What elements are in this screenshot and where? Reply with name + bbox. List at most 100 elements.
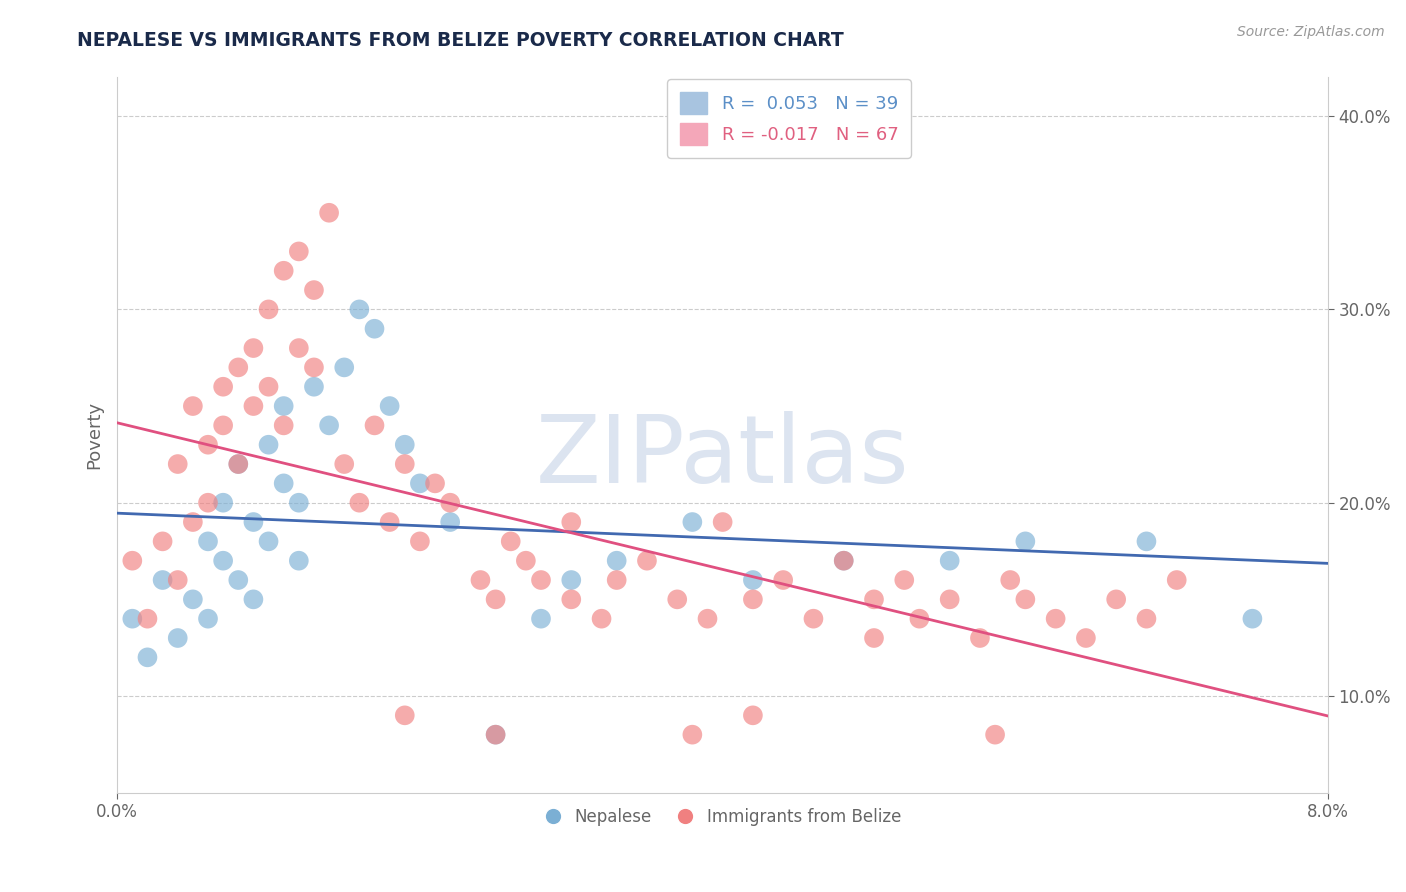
Point <box>984 728 1007 742</box>
Point <box>560 573 582 587</box>
Point <box>302 360 325 375</box>
Point <box>302 380 325 394</box>
Point <box>439 515 461 529</box>
Point <box>560 592 582 607</box>
Point <box>893 573 915 587</box>
Point <box>273 418 295 433</box>
Point <box>1166 573 1188 587</box>
Point <box>484 728 506 742</box>
Point <box>349 302 371 317</box>
Point <box>484 592 506 607</box>
Text: NEPALESE VS IMMIGRANTS FROM BELIZE POVERTY CORRELATION CHART: NEPALESE VS IMMIGRANTS FROM BELIZE POVER… <box>77 31 844 50</box>
Point <box>257 438 280 452</box>
Point <box>166 573 188 587</box>
Point <box>288 341 311 355</box>
Point <box>242 341 264 355</box>
Point <box>1135 534 1157 549</box>
Point <box>681 728 703 742</box>
Point <box>863 592 886 607</box>
Point <box>394 708 416 723</box>
Point <box>394 457 416 471</box>
Point <box>908 612 931 626</box>
Point <box>741 708 763 723</box>
Text: Source: ZipAtlas.com: Source: ZipAtlas.com <box>1237 25 1385 39</box>
Point <box>166 631 188 645</box>
Point <box>863 631 886 645</box>
Text: ZIPatlas: ZIPatlas <box>536 410 910 502</box>
Point <box>1000 573 1022 587</box>
Point <box>938 554 960 568</box>
Point <box>288 554 311 568</box>
Point <box>1105 592 1128 607</box>
Point <box>772 573 794 587</box>
Point <box>666 592 689 607</box>
Point <box>212 418 235 433</box>
Point <box>318 418 340 433</box>
Point <box>257 302 280 317</box>
Point <box>197 534 219 549</box>
Point <box>1014 592 1036 607</box>
Point <box>212 554 235 568</box>
Point <box>181 592 204 607</box>
Point <box>349 496 371 510</box>
Point <box>181 399 204 413</box>
Point <box>226 457 249 471</box>
Point <box>696 612 718 626</box>
Point <box>197 612 219 626</box>
Point <box>273 399 295 413</box>
Point <box>242 592 264 607</box>
Point <box>560 515 582 529</box>
Point <box>711 515 734 529</box>
Legend: Nepalese, Immigrants from Belize: Nepalese, Immigrants from Belize <box>536 800 910 834</box>
Point <box>832 554 855 568</box>
Point <box>803 612 825 626</box>
Point <box>484 728 506 742</box>
Point <box>1045 612 1067 626</box>
Point <box>242 399 264 413</box>
Point <box>302 283 325 297</box>
Point <box>212 496 235 510</box>
Point <box>226 573 249 587</box>
Point <box>242 515 264 529</box>
Point <box>226 360 249 375</box>
Point <box>197 438 219 452</box>
Point <box>257 380 280 394</box>
Point <box>530 612 553 626</box>
Point <box>121 554 143 568</box>
Point <box>363 418 385 433</box>
Point <box>681 515 703 529</box>
Point <box>394 438 416 452</box>
Point <box>1074 631 1097 645</box>
Point <box>606 554 628 568</box>
Point <box>969 631 991 645</box>
Point <box>152 534 174 549</box>
Point <box>515 554 537 568</box>
Point <box>288 496 311 510</box>
Point <box>409 534 432 549</box>
Point <box>181 515 204 529</box>
Point <box>136 612 159 626</box>
Point <box>741 573 763 587</box>
Point <box>470 573 492 587</box>
Point <box>530 573 553 587</box>
Point <box>152 573 174 587</box>
Point <box>121 612 143 626</box>
Point <box>1241 612 1264 626</box>
Point <box>606 573 628 587</box>
Point <box>333 360 356 375</box>
Point <box>197 496 219 510</box>
Point <box>136 650 159 665</box>
Y-axis label: Poverty: Poverty <box>86 401 103 469</box>
Point <box>226 457 249 471</box>
Point <box>257 534 280 549</box>
Point <box>378 399 401 413</box>
Point <box>499 534 522 549</box>
Point <box>363 322 385 336</box>
Point <box>333 457 356 471</box>
Point <box>378 515 401 529</box>
Point <box>423 476 446 491</box>
Point <box>1014 534 1036 549</box>
Point <box>166 457 188 471</box>
Point <box>636 554 658 568</box>
Point <box>273 264 295 278</box>
